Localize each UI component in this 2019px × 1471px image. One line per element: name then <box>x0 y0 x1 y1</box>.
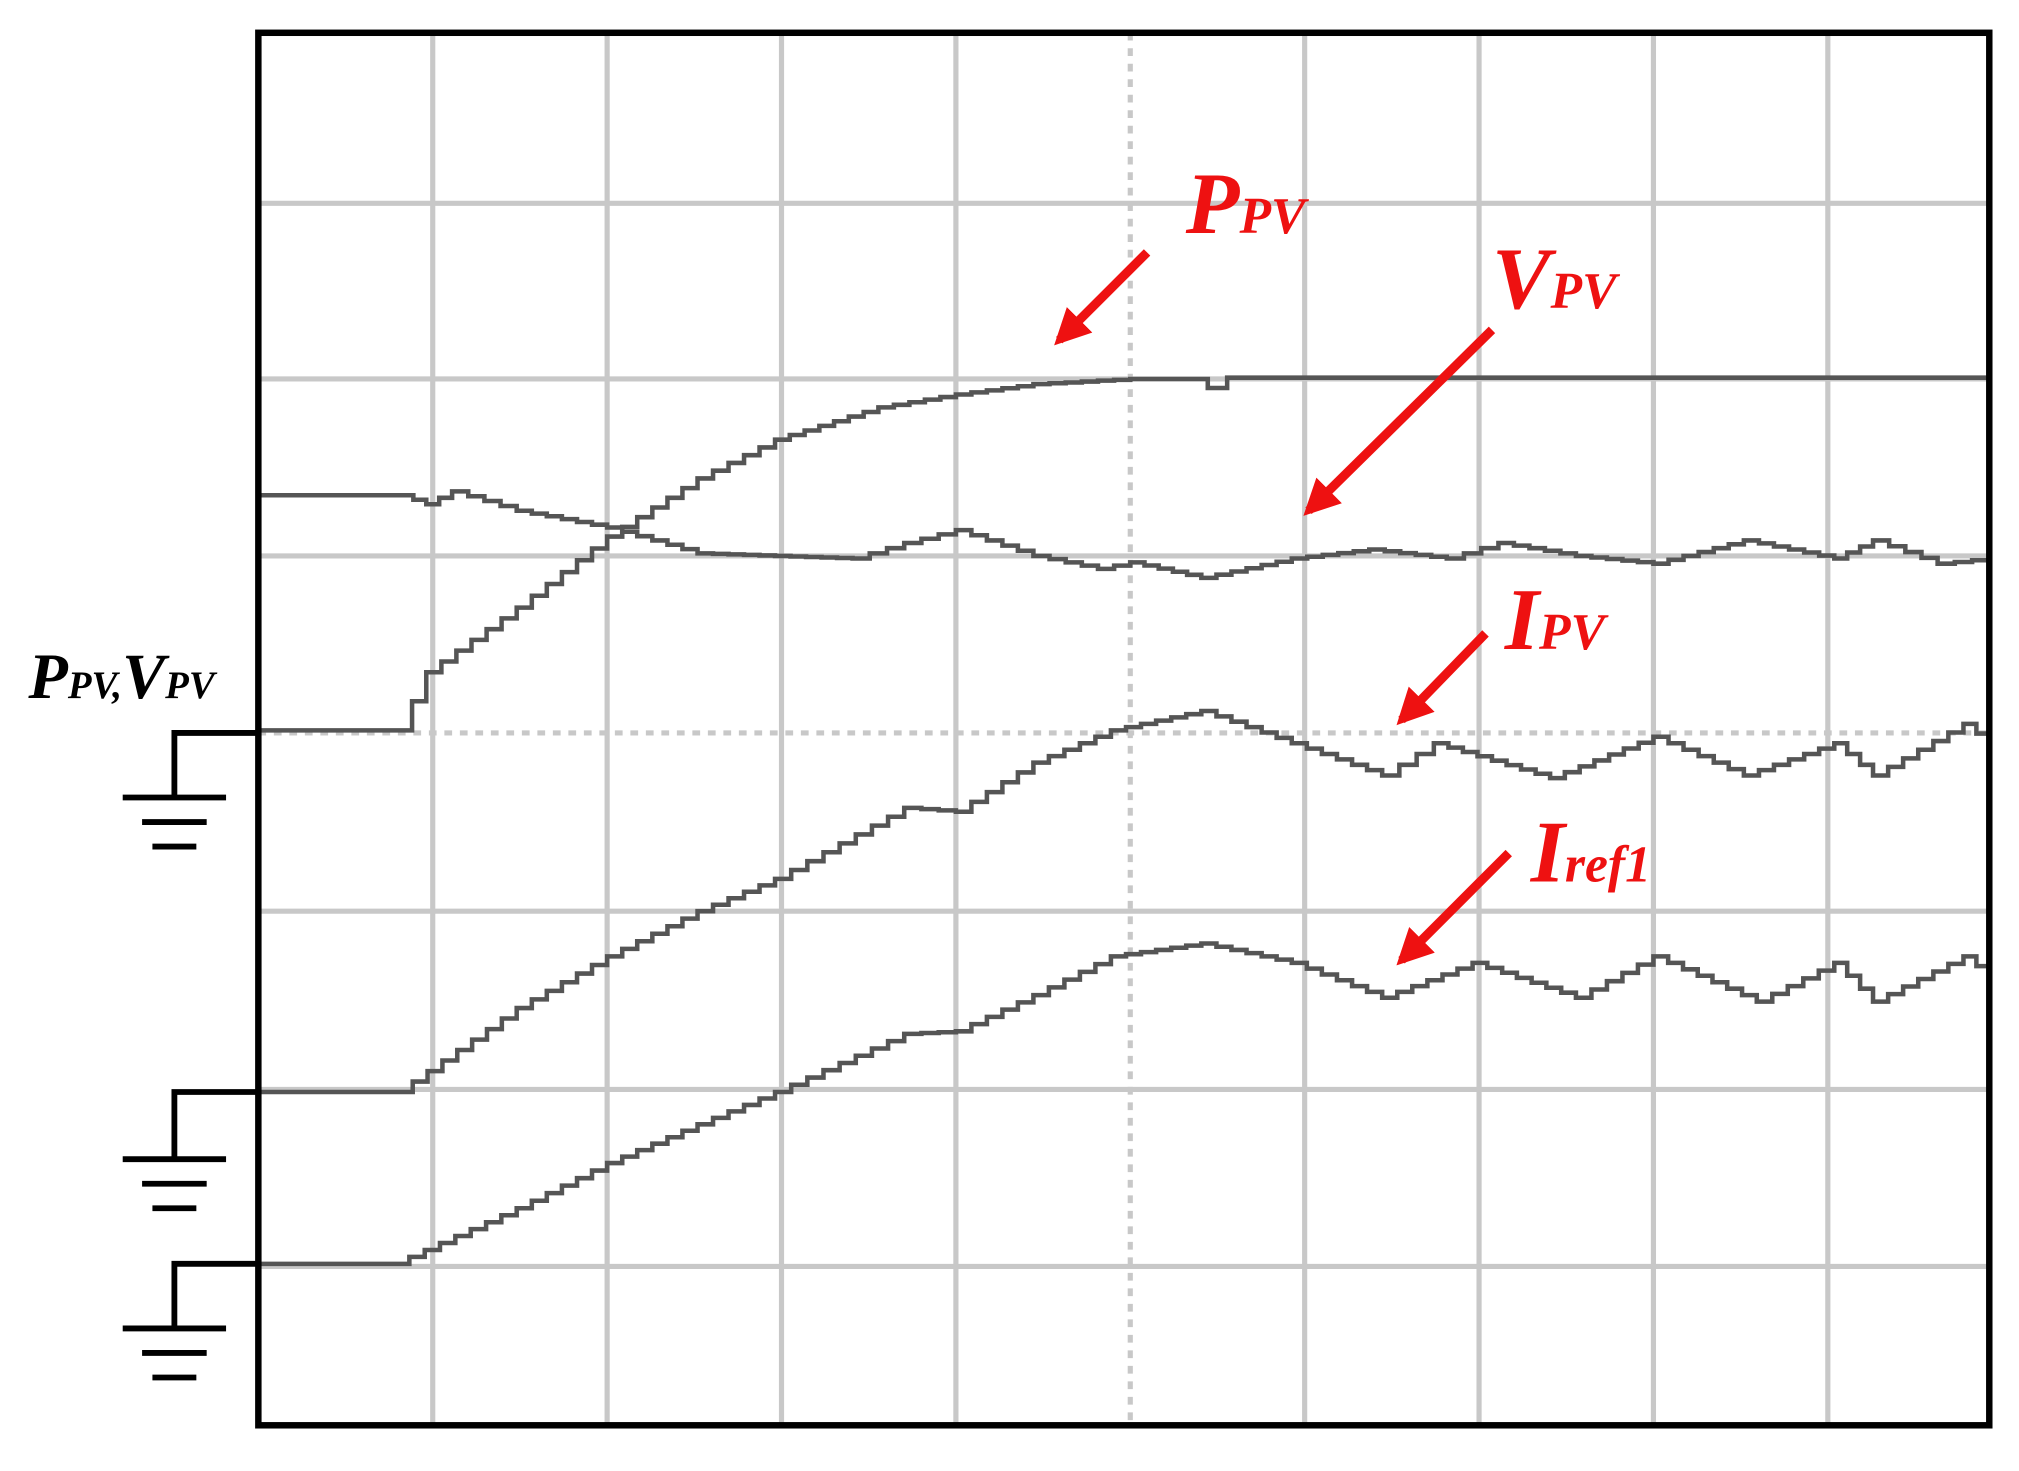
arrows <box>1054 249 1512 966</box>
grid <box>258 32 1990 1426</box>
label-vpv: VPV <box>1492 230 1620 327</box>
traces <box>258 375 1992 1267</box>
ground-symbols <box>122 730 259 1381</box>
waveform <box>258 708 1992 1095</box>
label-ipv: IPV <box>1504 571 1609 668</box>
waveform <box>258 941 1992 1267</box>
label-iref1: Iref1 <box>1530 803 1651 900</box>
waveform <box>258 375 1990 733</box>
axis-label: PPV,VPV <box>27 640 217 712</box>
label-ppv: PPV <box>1185 155 1309 252</box>
waveform <box>258 489 1992 581</box>
plot-frame <box>255 29 1993 1429</box>
